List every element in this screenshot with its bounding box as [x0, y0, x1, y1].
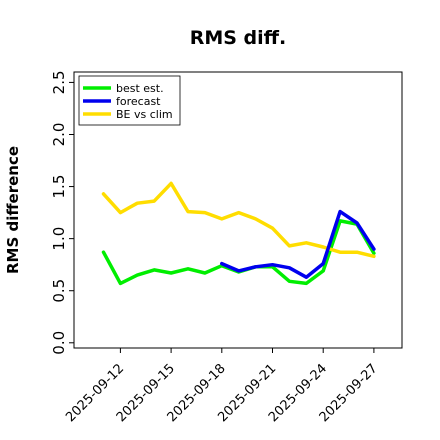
y-tick-label: 1.5 [50, 175, 68, 199]
plot-frame [73, 71, 403, 349]
y-tick-label: 2.5 [50, 70, 68, 94]
x-axis-ticks: 2025-09-122025-09-152025-09-182025-09-21… [63, 348, 381, 425]
legend: best est. forecast BE vs clim [78, 75, 181, 126]
series-line-forecast [220, 209, 376, 279]
y-axis-ticks: 0.0 0.5 1.0 1.5 2.0 2.5 [50, 70, 74, 355]
series-lines [101, 181, 376, 286]
y-tick-label: 0.0 [50, 331, 68, 355]
chart-title: RMS diff. [190, 27, 287, 49]
y-tick-label: 1.0 [50, 227, 68, 251]
legend-label-best-est: best est. [116, 82, 164, 95]
legend-label-forecast: forecast [116, 95, 161, 108]
legend-label-be-vs-clim: BE vs clim [116, 108, 173, 121]
y-axis-label: RMS difference [4, 146, 22, 274]
y-tick-label: 0.5 [50, 279, 68, 303]
y-tick-label: 2.0 [50, 123, 68, 147]
